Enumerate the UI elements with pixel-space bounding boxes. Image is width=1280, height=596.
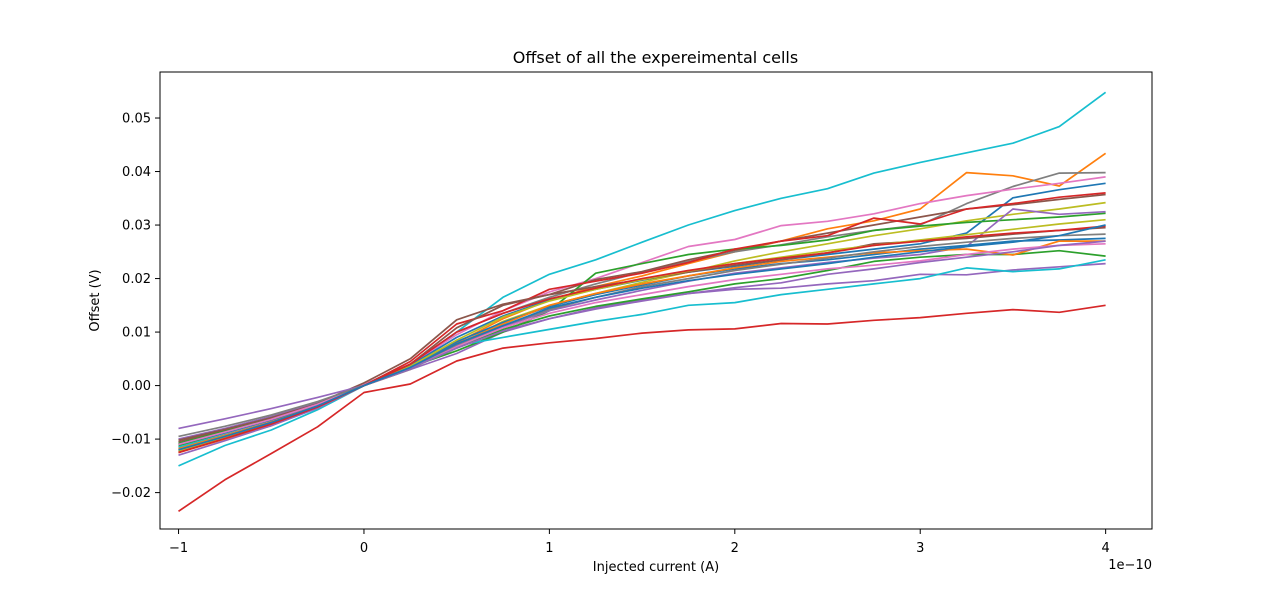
y-tick-label: −0.02 (111, 486, 151, 501)
y-tick-label: 0.00 (122, 379, 151, 394)
series-line-9 (178, 262, 1106, 430)
y-tick-label: 0.02 (122, 272, 151, 287)
y-tick-label: −0.01 (111, 433, 151, 448)
y-axis: −0.02 −0.01 0.00 0.01 0.02 0.03 0.04 0.05 (111, 112, 160, 501)
x-axis-offset-label: 1e−10 (1108, 558, 1152, 573)
series-line-11 (178, 192, 1106, 454)
y-tick-label: 0.01 (122, 326, 151, 341)
plot-frame (159, 71, 1153, 530)
series-line-8 (178, 201, 1106, 451)
x-axis-label: Injected current (A) (593, 560, 719, 575)
series-line-22 (178, 225, 1106, 454)
series-line-18 (178, 242, 1106, 446)
series-line-1 (178, 91, 1107, 467)
series-line-2 (178, 304, 1106, 513)
x-tick-label: 1 (545, 541, 553, 556)
series-line-10 (178, 212, 1106, 447)
series-line-15 (178, 237, 1106, 446)
x-tick-label: 3 (916, 541, 924, 556)
x-tick-label: −1 (169, 541, 188, 556)
y-tick-label: 0.05 (122, 112, 151, 127)
x-tick-label: 2 (731, 541, 739, 556)
y-tick-label: 0.04 (122, 165, 151, 180)
series-line-19 (178, 233, 1106, 438)
x-tick-label: 0 (360, 541, 368, 556)
series-layer (178, 91, 1107, 513)
x-tick-label: 4 (1102, 541, 1110, 556)
y-axis-label: Offset (V) (88, 269, 103, 331)
x-axis: −1 0 1 2 3 4 (169, 529, 1110, 556)
y-tick-label: 0.03 (122, 219, 151, 234)
series-line-23 (178, 224, 1106, 451)
chart-title: Offset of all the expereimental cells (513, 48, 798, 67)
